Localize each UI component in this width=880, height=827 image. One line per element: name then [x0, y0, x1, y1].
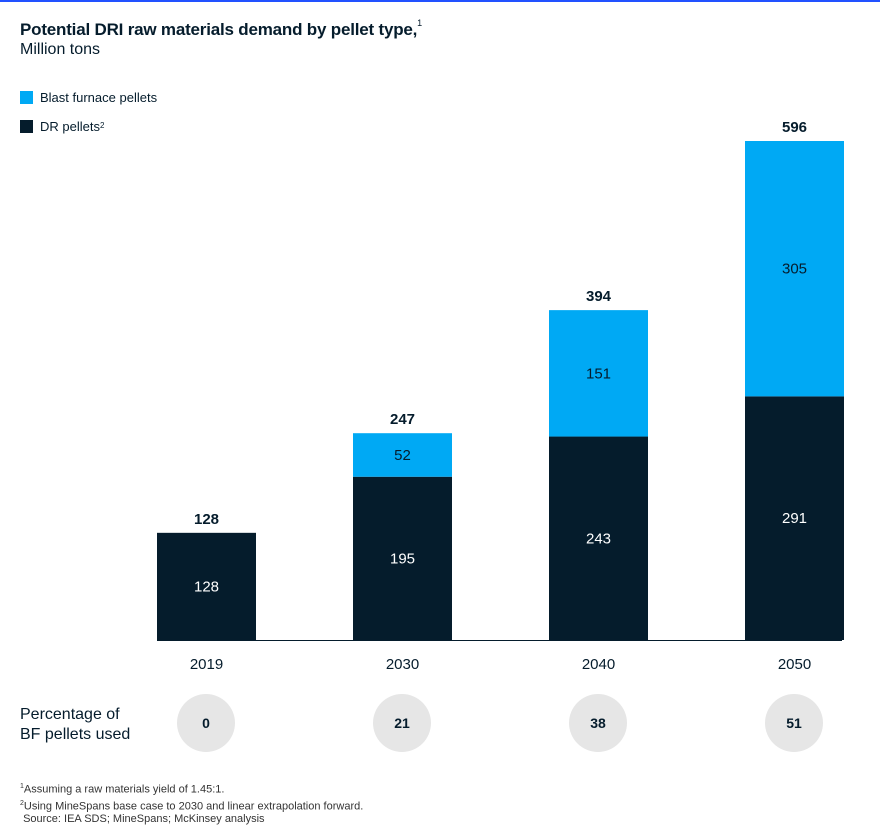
pct-circle-2019: 0: [177, 694, 235, 752]
legend-swatch-dr: [20, 119, 33, 133]
percentage-label: Percentage of BF pellets used: [20, 705, 130, 745]
bar-2040-bf: [549, 310, 648, 437]
chart-subtitle: Million tons: [20, 41, 101, 58]
bar-value-2019-dr: 128: [194, 578, 219, 595]
total-label-2019: 128: [194, 511, 219, 528]
legend-label-bf: Blast furnace pellets: [40, 89, 158, 105]
legend: Blast furnace pellets DR pellets 2: [20, 88, 157, 146]
bar-value-2030-bf: 52: [394, 447, 411, 464]
percentage-label-line2: BF pellets used: [20, 726, 131, 743]
footnotes: 1Assuming a raw materials yield of 1.45:…: [20, 780, 363, 826]
footnote-source: Source: IEA SDS; MineSpans; McKinsey ana…: [23, 813, 265, 826]
bar-2030-dr: [353, 476, 452, 640]
bar-2040-dr: [549, 436, 648, 640]
footnote-2: 2Using MineSpans base case to 2030 and l…: [20, 799, 364, 813]
total-label-2050: 596: [782, 119, 807, 136]
pct-circle-2050: 51: [765, 694, 823, 752]
bar-value-2050-dr: 291: [782, 510, 807, 527]
legend-label-dr: DR pellets: [40, 118, 100, 134]
bar-value-2040-dr: 243: [586, 530, 611, 547]
bar-value-2050-bf: 305: [782, 261, 807, 278]
x-tick-label-2030: 2030: [386, 656, 419, 673]
pct-circle-2040: 38: [569, 694, 627, 752]
x-tick-label-2040: 2040: [582, 656, 615, 673]
chart-title: Potential DRI raw materials demand by pe…: [20, 18, 422, 39]
legend-item-dr-pellets: DR pellets 2: [20, 117, 157, 135]
x-tick-label-2050: 2050: [778, 656, 811, 673]
bar-value-2040-bf: 151: [586, 365, 611, 382]
pct-circle-2030: 21: [373, 694, 431, 752]
bar-2030-bf: [353, 433, 452, 477]
legend-note-dr: 2: [99, 120, 105, 130]
legend-item-bf-pellets: Blast furnace pellets: [20, 88, 157, 106]
bar-2050-bf: [745, 141, 844, 397]
bar-2050-dr: [745, 396, 844, 640]
bar-2019-dr: [157, 532, 256, 640]
stacked-bar-chart: 128 128 2019 195 52 247 2030 243 151 394 2040 291 30…: [157, 119, 844, 673]
percentage-label-line1: Percentage of: [20, 706, 120, 723]
total-label-2040: 394: [586, 288, 612, 305]
x-tick-label-2019: 2019: [190, 656, 223, 673]
footnote-1: 1Assuming a raw materials yield of 1.45:…: [20, 783, 225, 796]
total-label-2030: 247: [390, 411, 415, 428]
legend-swatch-bf: [20, 90, 33, 104]
top-rule: [0, 0, 880, 2]
bar-value-2030-dr: 195: [390, 550, 415, 567]
